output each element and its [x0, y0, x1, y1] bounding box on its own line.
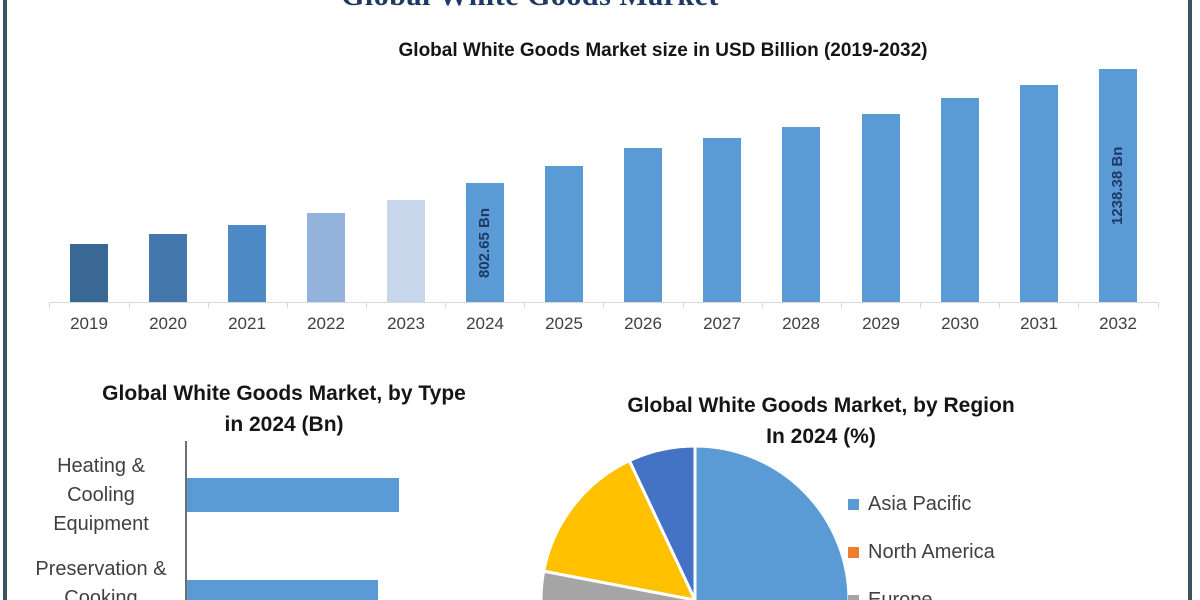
legend-item-europe: Europe [848, 589, 933, 600]
type-chart-title-line2: in 2024 (Bn) [224, 413, 344, 436]
x-axis-tick [1078, 302, 1079, 308]
bar-2027 [703, 138, 741, 302]
x-axis-tick [683, 302, 684, 308]
bar-2031 [1020, 85, 1058, 302]
x-axis-label-2027: 2027 [703, 314, 741, 333]
x-axis-tick [920, 302, 921, 308]
x-axis-label-2020: 2020 [149, 314, 187, 333]
legend-swatch-asia-pacific [848, 499, 859, 510]
bar-2030 [941, 98, 979, 302]
x-axis-tick [841, 302, 842, 308]
bar-2025 [545, 166, 583, 302]
x-axis-tick [445, 302, 446, 308]
x-axis-label-2021: 2021 [228, 314, 266, 333]
bar-2019 [70, 244, 108, 302]
legend-label-europe: Europe [868, 589, 933, 600]
bar-2023 [387, 200, 425, 302]
pie-chart-title-line1: Global White Goods Market, by Region [627, 394, 1015, 417]
x-axis-label-2024: 2024 [466, 314, 504, 333]
legend-label-asia-pacific: Asia Pacific [868, 493, 972, 515]
x-axis-tick [999, 302, 1000, 308]
x-axis-label-2026: 2026 [624, 314, 662, 333]
page-border-right [1188, 0, 1192, 600]
x-axis-label-2031: 2031 [1020, 314, 1058, 333]
x-axis-tick [208, 302, 209, 308]
x-axis-label-2029: 2029 [862, 314, 900, 333]
x-axis-tick [287, 302, 288, 308]
page-title: Global White Goods Market [341, 0, 719, 13]
bar-value-label-2032: 1238.38 Bn [1109, 146, 1126, 225]
x-axis-tick [524, 302, 525, 308]
bar-2024 [466, 183, 504, 302]
legend-swatch-north-america [848, 547, 859, 558]
x-axis-tick [762, 302, 763, 308]
bar-2021 [228, 225, 266, 302]
type-chart-title: Global White Goods Market, by Type in 20… [102, 378, 466, 440]
type-category-label-heating-cooling-equipment: Heating & Cooling Equipment [53, 455, 149, 535]
pie-slice-asia-pacific [693, 445, 850, 600]
x-axis-tick [129, 302, 130, 308]
x-axis-label-2022: 2022 [307, 314, 345, 333]
x-axis-tick [49, 302, 50, 308]
legend-item-north-america: North America [848, 541, 995, 564]
pie-chart-title-line2: In 2024 (%) [766, 425, 876, 448]
legend-label-north-america: North America [868, 541, 995, 563]
pie-slice-unlabeled-4 [627, 445, 697, 600]
bar-2022 [307, 213, 345, 302]
x-axis-tick [603, 302, 604, 308]
x-axis-label-2025: 2025 [545, 314, 583, 333]
legend-item-asia-pacific: Asia Pacific [848, 493, 971, 516]
x-axis-label-2019: 2019 [70, 314, 108, 333]
pie-slice-unlabeled-3 [542, 459, 697, 600]
type-chart-axis-line [185, 441, 187, 600]
x-axis-label-2030: 2030 [941, 314, 979, 333]
legend-swatch-europe [848, 595, 859, 600]
type-bar-preservation-cooking [187, 580, 378, 600]
type-category-label-preservation-cooking: Preservation & Cooking [35, 558, 167, 600]
bar-2028 [782, 127, 820, 302]
type-chart-title-line1: Global White Goods Market, by Type [102, 382, 466, 405]
x-axis-label-2032: 2032 [1099, 314, 1137, 333]
x-axis-tick [1158, 302, 1159, 308]
type-bar-heating-cooling-equipment [187, 478, 399, 512]
x-axis-label-2028: 2028 [782, 314, 820, 333]
bar-2029 [862, 114, 900, 302]
pie-chart-title: Global White Goods Market, by Region In … [627, 390, 1014, 452]
x-axis-tick [366, 302, 367, 308]
bar-chart-title: Global White Goods Market size in USD Bi… [398, 40, 928, 61]
bar-2026 [624, 148, 662, 302]
x-axis-label-2023: 2023 [387, 314, 425, 333]
bar-2020 [149, 234, 187, 302]
bar-2032 [1099, 69, 1137, 302]
pie-svg [540, 445, 850, 600]
bar-value-label-2024: 802.65 Bn [476, 207, 493, 278]
page-border-left [3, 0, 7, 600]
